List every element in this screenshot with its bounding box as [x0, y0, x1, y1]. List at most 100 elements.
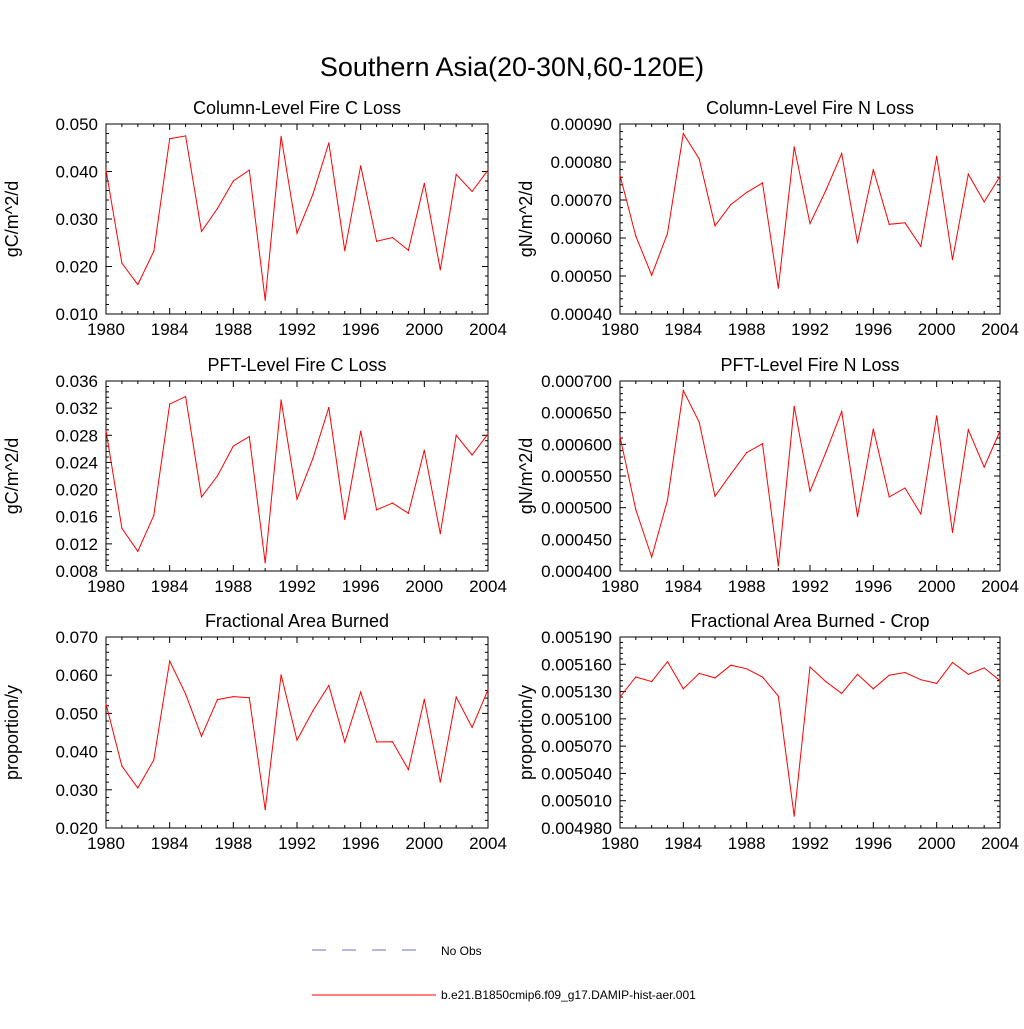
data-point — [809, 222, 811, 225]
data-point — [184, 396, 187, 398]
x-tick-label: 1988 — [214, 834, 252, 853]
y-tick-label: 0.005130 — [541, 683, 612, 702]
x-tick-label: 2004 — [981, 320, 1019, 339]
data-point — [967, 673, 969, 675]
y-tick-label: 0.005100 — [541, 710, 612, 729]
legend-label-model: b.e21.B1850cmip6.f09_g17.DAMIP-hist-aer.… — [441, 988, 696, 1002]
data-point — [651, 680, 653, 683]
data-point — [296, 739, 298, 741]
x-tick-label: 1980 — [87, 320, 125, 339]
data-point — [296, 498, 298, 500]
y-tick-label: 0.00090 — [551, 115, 612, 134]
chart-title: PFT-Level Fire N Loss — [720, 355, 899, 375]
data-point — [888, 496, 890, 498]
x-tick-label: 1988 — [214, 320, 252, 339]
data-point — [651, 556, 653, 558]
data-point — [455, 696, 457, 698]
x-tick-label: 2000 — [405, 577, 443, 596]
data-point — [184, 693, 187, 695]
x-tick-label: 1980 — [601, 320, 639, 339]
data-point — [920, 679, 922, 681]
x-tick-label: 1980 — [601, 834, 639, 853]
x-tick-label: 2000 — [918, 834, 956, 853]
y-axis-label: gC/m^2/d — [2, 181, 22, 257]
data-point — [360, 165, 362, 167]
chart-title: Column-Level Fire N Loss — [706, 98, 914, 118]
x-tick-label: 1996 — [854, 834, 892, 853]
data-point — [105, 169, 107, 171]
data-point — [666, 232, 669, 235]
data-point — [296, 232, 298, 234]
data-point — [264, 562, 266, 564]
y-tick-label: 0.005040 — [541, 764, 612, 783]
data-point — [153, 759, 155, 761]
data-point — [730, 203, 732, 206]
data-point — [232, 445, 234, 447]
x-tick-label: 1992 — [791, 320, 829, 339]
data-point — [698, 158, 700, 160]
data-point — [487, 689, 489, 691]
data-point — [328, 142, 330, 144]
y-tick-label: 0.005070 — [541, 737, 612, 756]
data-point — [777, 695, 779, 697]
data-point — [391, 236, 394, 239]
data-point — [698, 421, 700, 423]
data-point — [248, 169, 250, 171]
data-point — [391, 741, 394, 743]
data-point — [888, 674, 890, 676]
chart-panel-4: PFT-Level Fire N Loss 1980 1984 1988 1992 199… — [516, 355, 1019, 596]
data-point — [761, 443, 764, 445]
data-point — [619, 174, 621, 176]
y-tick-label: 0.00070 — [551, 191, 612, 210]
data-point — [487, 433, 489, 435]
data-point — [904, 222, 906, 224]
x-tick-label: 1988 — [728, 577, 766, 596]
data-point — [714, 225, 716, 227]
data-point — [360, 430, 362, 432]
series-line — [619, 132, 1001, 289]
series-line — [105, 135, 489, 301]
data-point — [264, 809, 266, 811]
y-tick-label: 0.012 — [55, 535, 98, 554]
legend-label-no-obs: No Obs — [441, 944, 482, 958]
y-tick-label: 0.000500 — [541, 499, 612, 518]
y-tick-label: 0.000600 — [541, 435, 612, 454]
data-point — [730, 664, 732, 666]
x-tick-label: 1996 — [342, 834, 380, 853]
data-point — [698, 672, 700, 674]
y-tick-label: 0.00060 — [551, 229, 612, 248]
data-point — [248, 697, 250, 699]
panels: Column-Level Fire C Loss 1980 1984 1988 1992… — [2, 98, 1019, 853]
data-point — [407, 249, 410, 251]
x-tick-label: 1988 — [728, 834, 766, 853]
chart-panel-3: PFT-Level Fire C Loss 1980 1984 1988 1992 199… — [2, 355, 507, 596]
data-point — [344, 518, 346, 521]
x-tick-label: 1984 — [664, 320, 702, 339]
data-point — [841, 692, 843, 694]
data-point — [635, 676, 637, 678]
x-tick-label: 2000 — [405, 320, 443, 339]
data-point — [999, 680, 1001, 682]
data-point — [809, 666, 811, 668]
data-point — [216, 699, 219, 701]
data-point — [216, 207, 219, 210]
data-point — [312, 193, 314, 195]
chart-panel-5: Fractional Area Burned 1980 1984 1988 1992 19… — [2, 611, 507, 853]
x-tick-label: 1980 — [87, 834, 125, 853]
x-tick-label: 2000 — [918, 577, 956, 596]
x-tick-label: 1992 — [278, 577, 316, 596]
x-tick-label: 2004 — [469, 834, 507, 853]
data-point — [761, 676, 764, 678]
data-point — [951, 661, 954, 664]
data-point — [121, 262, 123, 264]
x-tick-label: 1988 — [728, 320, 766, 339]
x-tick-label: 1996 — [854, 320, 892, 339]
y-tick-label: 0.028 — [55, 426, 98, 445]
data-point — [121, 765, 123, 767]
data-point — [983, 201, 985, 203]
series-line — [619, 660, 1001, 817]
data-point — [856, 673, 859, 675]
data-point — [328, 406, 330, 409]
y-tick-label: 0.005160 — [541, 655, 612, 674]
chart-panel-2: Column-Level Fire N Loss 1980 1984 1988 1992… — [516, 98, 1019, 339]
